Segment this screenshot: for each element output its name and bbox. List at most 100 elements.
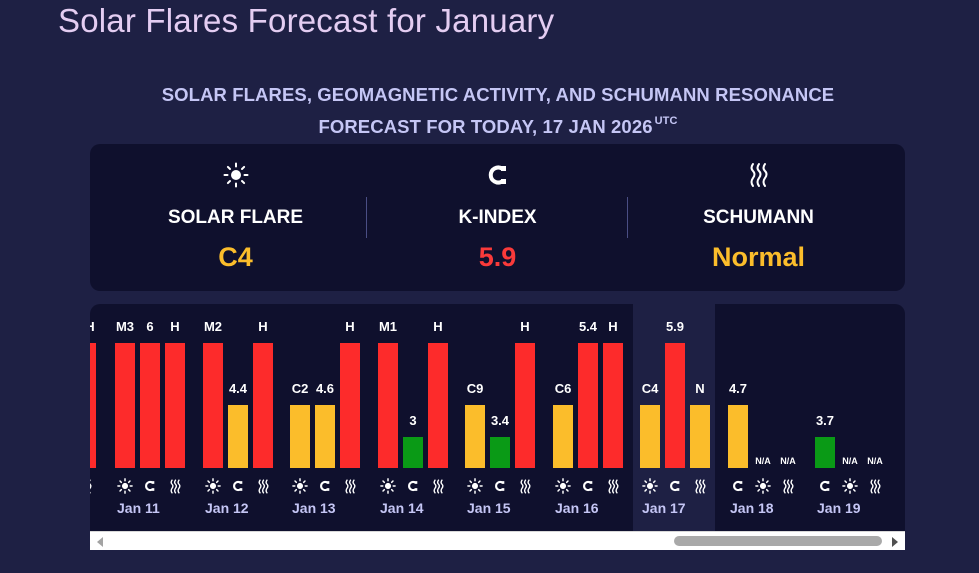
sun-icon bbox=[840, 478, 860, 494]
bar-mark bbox=[403, 437, 423, 468]
bar-data-label: N/A bbox=[755, 456, 771, 466]
bar-mark bbox=[115, 343, 135, 468]
waves-icon bbox=[778, 478, 798, 494]
bar-mark bbox=[665, 343, 685, 468]
bar-data-label: M2 bbox=[203, 319, 223, 334]
bar-data-label: 3.4 bbox=[490, 413, 510, 428]
horizontal-scrollbar[interactable] bbox=[90, 531, 905, 550]
sun-icon bbox=[753, 478, 773, 494]
bar-data-label: H bbox=[608, 319, 618, 334]
bar-mark bbox=[815, 437, 835, 468]
magnet-icon bbox=[578, 478, 598, 494]
magnet-icon bbox=[228, 478, 248, 494]
page-title: Solar Flares Forecast for January bbox=[58, 2, 555, 39]
day-label: Jan 13 bbox=[292, 500, 336, 516]
day-label: Jan 11 bbox=[117, 500, 160, 516]
divider bbox=[627, 197, 628, 238]
bar-data-label: N/A bbox=[867, 456, 883, 466]
subtitle-line-1: SOLAR FLARES, GEOMAGNETIC ACTIVITY, AND … bbox=[161, 84, 835, 105]
summary-value-solar-flare: C4 bbox=[218, 242, 253, 272]
bar-data-label: 6 bbox=[146, 319, 154, 334]
bar-mark bbox=[515, 343, 535, 468]
bar-data-label: H bbox=[170, 319, 180, 334]
sun-icon bbox=[553, 478, 573, 494]
bar-mark bbox=[640, 405, 660, 468]
summary-label: SCHUMANN bbox=[703, 207, 814, 228]
bar-data-label: 4.7 bbox=[728, 381, 748, 396]
bar-mark bbox=[428, 343, 448, 468]
bar-data-label: C2 bbox=[291, 381, 309, 396]
summary-label: K-INDEX bbox=[458, 207, 537, 228]
bar-mark bbox=[465, 405, 485, 468]
bar-mark bbox=[340, 343, 360, 468]
summary-label: SOLAR FLARE bbox=[167, 207, 304, 228]
magnet-icon bbox=[140, 478, 160, 494]
today-summary-card: SOLAR FLARE C4 K-INDEX 5.9 SCHUMANN Norm… bbox=[90, 144, 905, 291]
summary-k-index: K-INDEX 5.9 bbox=[362, 144, 633, 291]
bar-data-label: H bbox=[520, 319, 530, 334]
day-label: Jan 12 bbox=[205, 500, 249, 516]
summary-value-schumann: Normal bbox=[711, 242, 806, 272]
bar-data-label: N/A bbox=[842, 456, 858, 466]
divider bbox=[366, 197, 367, 238]
bar-mark bbox=[603, 343, 623, 468]
bar-data-label: 3 bbox=[409, 413, 417, 428]
summary-solar-flare: SOLAR FLARE C4 bbox=[100, 144, 371, 291]
bar-mark bbox=[90, 343, 96, 468]
sun-icon bbox=[465, 478, 485, 494]
waves-icon bbox=[165, 478, 185, 494]
bar-mark bbox=[140, 343, 160, 468]
bar-data-label: 5.9 bbox=[665, 319, 685, 334]
bar-data-label: 5.4 bbox=[578, 319, 598, 334]
day-label: Jan 15 bbox=[467, 500, 511, 516]
day-label: Jan 19 bbox=[817, 500, 861, 516]
bar-mark bbox=[165, 343, 185, 468]
bar-data-label: C4 bbox=[641, 381, 659, 396]
bar-mark bbox=[378, 343, 398, 468]
summary-schumann: SCHUMANN Normal bbox=[623, 144, 894, 291]
bar-data-label: M3 bbox=[115, 319, 135, 334]
sun-icon bbox=[115, 478, 135, 494]
day-label: Jan 14 bbox=[380, 500, 424, 516]
waves-icon bbox=[253, 478, 273, 494]
sun-icon bbox=[203, 478, 223, 494]
waves-icon bbox=[90, 478, 96, 494]
bar-data-label: N/A bbox=[780, 456, 796, 466]
bar-data-label: 4.4 bbox=[228, 381, 248, 396]
waves-icon bbox=[623, 162, 894, 188]
bar-data-label: C6 bbox=[554, 381, 572, 396]
waves-icon bbox=[515, 478, 535, 494]
magnet-icon bbox=[665, 478, 685, 494]
forecast-bar-chart: H M3 6 H Jan 11 M2 4.4 H Jan 12 C2 4.6 H Jan 13 M1 3 H J… bbox=[90, 304, 905, 531]
bar-mark bbox=[690, 405, 710, 468]
bar-mark bbox=[253, 343, 273, 468]
forecast-subtitle: SOLAR FLARES, GEOMAGNETIC ACTIVITY, AND … bbox=[98, 82, 898, 140]
magnet-icon bbox=[815, 478, 835, 494]
utc-superscript: UTC bbox=[654, 115, 678, 127]
bar-mark bbox=[315, 405, 335, 468]
bar-mark bbox=[553, 405, 573, 468]
bar-data-label: H bbox=[90, 319, 110, 334]
magnet-icon bbox=[490, 478, 510, 494]
day-label: Jan 16 bbox=[555, 500, 599, 516]
sun-icon bbox=[290, 478, 310, 494]
day-label: Jan 18 bbox=[730, 500, 774, 516]
scroll-right-icon[interactable] bbox=[888, 535, 902, 548]
bar-data-label: H bbox=[345, 319, 355, 334]
summary-value-k-index: 5.9 bbox=[478, 242, 517, 272]
bar-mark bbox=[728, 405, 748, 468]
waves-icon bbox=[340, 478, 360, 494]
bar-data-label: 4.6 bbox=[315, 381, 335, 396]
waves-icon bbox=[865, 478, 885, 494]
day-label: Jan 17 bbox=[642, 500, 686, 516]
bar-mark bbox=[290, 405, 310, 468]
waves-icon bbox=[690, 478, 710, 494]
bar-data-label: M1 bbox=[378, 319, 398, 334]
scrollbar-thumb[interactable] bbox=[674, 536, 882, 546]
sun-icon bbox=[100, 162, 371, 188]
magnet-icon bbox=[315, 478, 335, 494]
sun-icon bbox=[378, 478, 398, 494]
magnet-icon bbox=[403, 478, 423, 494]
scroll-left-icon[interactable] bbox=[93, 535, 107, 548]
subtitle-line-2: FORECAST FOR TODAY, 17 JAN 2026 bbox=[318, 116, 653, 137]
